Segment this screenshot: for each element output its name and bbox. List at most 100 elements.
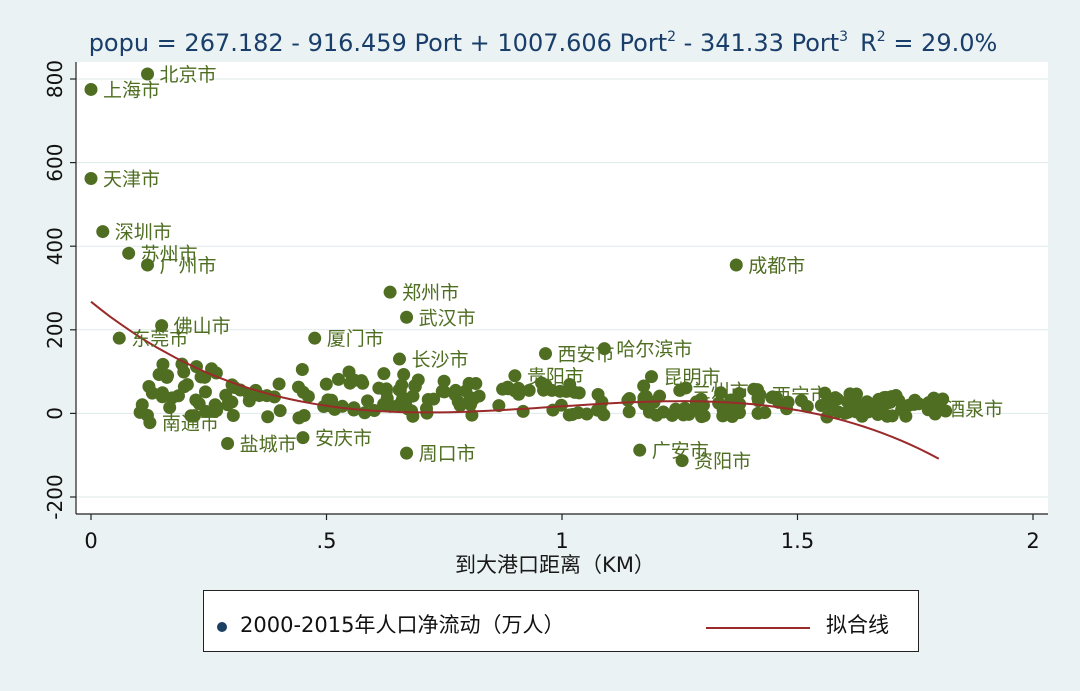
data-point-labeled	[673, 383, 687, 397]
data-point	[331, 372, 345, 386]
data-point	[656, 405, 670, 419]
data-point	[463, 390, 477, 404]
data-point	[177, 365, 191, 379]
data-point	[297, 408, 311, 422]
y-tick-label: -200	[43, 474, 67, 519]
data-point-labeled	[221, 436, 235, 450]
point-label: 北京市	[160, 64, 217, 86]
data-point	[226, 409, 240, 423]
point-label: 上海市	[103, 79, 160, 101]
point-label: 深圳市	[115, 222, 172, 244]
data-point	[695, 410, 709, 424]
data-point-labeled	[539, 347, 553, 361]
legend-fit-marker	[706, 627, 810, 629]
data-point-labeled	[122, 246, 136, 260]
point-label: 贵阳市	[527, 366, 584, 388]
data-point	[194, 370, 208, 384]
point-label: 长沙市	[412, 349, 469, 371]
point-label: 厦门市	[327, 328, 384, 350]
data-point	[219, 388, 233, 402]
point-label: 西宁市	[772, 385, 829, 407]
fit-line-group	[90, 300, 940, 460]
legend-scatter-marker	[217, 622, 227, 632]
data-point	[522, 383, 536, 397]
data-point	[492, 399, 506, 413]
data-point	[379, 384, 393, 398]
data-point	[653, 389, 667, 403]
data-point-labeled	[143, 416, 157, 430]
point-label: 酒泉市	[946, 398, 1003, 420]
legend: 2000-2015年人口净流动（万人） 拟合线	[203, 590, 919, 652]
data-point	[261, 410, 275, 424]
plot-area	[76, 62, 1048, 514]
point-label: 哈尔滨市	[616, 339, 692, 361]
data-point	[669, 402, 683, 416]
data-point	[554, 398, 568, 412]
data-point	[192, 397, 206, 411]
point-label: 周口市	[419, 443, 476, 465]
x-tick-label: 2	[1026, 529, 1039, 553]
data-point	[880, 409, 894, 423]
data-point	[571, 406, 585, 420]
data-point	[437, 374, 451, 388]
y-tick-label: 600	[43, 144, 67, 182]
data-point	[347, 401, 361, 415]
data-point	[133, 405, 147, 419]
data-point-labeled	[400, 446, 414, 460]
point-label: 广州市	[160, 255, 217, 277]
point-label: 成都市	[748, 255, 805, 277]
point-label: 盐城市	[240, 433, 297, 455]
data-point	[838, 406, 852, 420]
data-point	[381, 396, 395, 410]
data-point	[155, 390, 169, 404]
data-point	[156, 357, 170, 371]
data-point	[397, 368, 411, 382]
x-tick-label: .5	[316, 529, 336, 553]
point-label: 佛山市	[174, 316, 231, 338]
data-point-labeled	[393, 352, 407, 366]
data-point-labeled	[84, 82, 98, 96]
point-label: 天津市	[103, 168, 160, 190]
y-tick-label: 800	[43, 60, 67, 98]
point-label: 郑州市	[402, 282, 459, 304]
data-point	[639, 390, 653, 404]
data-point	[637, 379, 651, 393]
data-point	[469, 376, 483, 390]
data-point	[818, 386, 832, 400]
data-point	[356, 376, 370, 390]
data-point	[342, 365, 356, 379]
data-point	[198, 385, 212, 399]
data-point	[163, 400, 177, 414]
y-tick-label: 0	[43, 407, 67, 420]
data-point-labeled	[729, 258, 743, 272]
point-label: 安庆市	[315, 428, 372, 450]
point-label: 昆明市	[663, 367, 720, 389]
data-point	[171, 389, 185, 403]
data-point-labeled	[84, 171, 98, 185]
x-tick-label: 1.5	[781, 529, 814, 553]
data-point	[361, 394, 375, 408]
data-point	[451, 395, 465, 409]
data-point-labeled	[155, 319, 169, 333]
point-label: 兰州市	[692, 380, 749, 402]
data-point-labeled	[96, 225, 110, 239]
data-point-labeled	[112, 331, 126, 345]
data-point	[572, 386, 586, 400]
data-point	[273, 404, 287, 418]
axes: -200 0 200 400 600 800 0 .5 1 1.5 2	[43, 60, 1048, 553]
data-points	[84, 67, 953, 468]
data-point-labeled	[927, 401, 941, 415]
data-point	[508, 384, 522, 398]
data-point	[732, 386, 746, 400]
data-point	[325, 393, 339, 407]
x-tick-label: 0	[84, 529, 97, 553]
data-point-labeled	[296, 431, 310, 445]
data-point	[161, 369, 175, 383]
data-point	[516, 404, 530, 418]
point-labels: 北京市上海市天津市深圳市苏州市广州市 成都市郑州市武汉市佛山市东莞市 厦门市长沙市西…	[103, 64, 1003, 473]
data-point	[843, 387, 857, 401]
data-point	[781, 395, 795, 409]
data-point	[900, 399, 914, 413]
data-point	[716, 403, 730, 417]
